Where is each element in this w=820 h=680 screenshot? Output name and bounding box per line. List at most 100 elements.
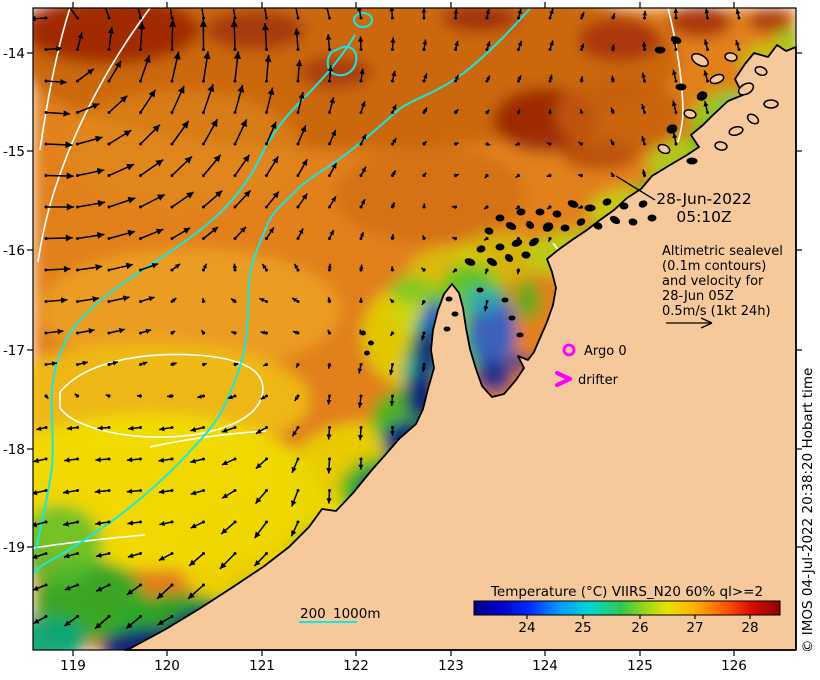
velocity-arrow [233, 51, 241, 83]
velocity-arrow [190, 426, 205, 432]
arrow-head [548, 74, 553, 80]
arrow-head [63, 110, 71, 117]
colorbar-ticks: 24 25 26 27 28 [518, 615, 759, 636]
velocity-arrow [326, 394, 332, 405]
arrow-head [294, 263, 299, 269]
island [560, 224, 570, 232]
velocity-arrow [62, 520, 79, 527]
velocity-arrow [359, 166, 367, 177]
altimetric-note-line4: 28-Jun 05Z [662, 289, 734, 304]
velocity-arrow [548, 74, 553, 83]
island [529, 237, 539, 247]
arrow-head [296, 59, 303, 67]
velocity-arrow [546, 141, 552, 146]
arrow-head [485, 269, 489, 274]
velocity-arrow [44, 110, 71, 117]
island [584, 204, 596, 212]
arrow-head [97, 200, 106, 207]
arrow-head [546, 142, 552, 146]
island [451, 311, 459, 317]
sst-blob [446, 264, 494, 288]
velocity-arrow [44, 141, 73, 149]
velocity-arrow [703, 39, 709, 51]
velocity-arrow [516, 108, 521, 114]
arrow-head [610, 75, 615, 81]
arrow-head [96, 168, 105, 175]
arrow-head [262, 23, 269, 31]
velocity-arrow [327, 297, 332, 303]
velocity-arrow [296, 228, 304, 240]
sst-blob [390, 276, 434, 304]
velocity-arrow [95, 583, 111, 592]
velocity-arrow [260, 330, 268, 335]
arrow-head [96, 586, 103, 592]
arrow-head [357, 368, 363, 374]
colorbar-tick-label: 25 [574, 620, 591, 636]
island [709, 73, 725, 85]
arrow-head [390, 331, 395, 336]
y-tick-label: -18 [3, 442, 25, 458]
x-tick-label: 121 [249, 658, 275, 674]
velocity-arrow [421, 8, 427, 20]
velocity-arrow [325, 34, 332, 51]
arrow-head [105, 394, 111, 399]
velocity-arrow [265, 191, 280, 209]
velocity-arrow [485, 8, 491, 20]
arrow-head [485, 109, 490, 115]
arrow-head [240, 119, 247, 128]
arrow-head [87, 68, 94, 75]
date-leader-line [615, 175, 656, 201]
arrow-head [197, 394, 203, 399]
arrow-shaft [326, 8, 331, 19]
velocity-arrow [76, 232, 105, 240]
colorbar [473, 600, 781, 616]
velocity-arrow [44, 297, 68, 304]
velocity-arrow [157, 615, 174, 626]
arrow-head [358, 36, 364, 42]
arrow-head [421, 367, 426, 372]
velocity-arrow [138, 21, 146, 51]
arrow-head [483, 306, 489, 312]
colorbar-tick-label: 24 [518, 620, 535, 636]
velocity-arrow [577, 173, 583, 178]
arrow-head [735, 40, 740, 46]
arrow-head [484, 205, 489, 209]
velocity-arrow [291, 297, 300, 303]
arrow-head [298, 92, 305, 99]
arrow-head [453, 268, 458, 273]
arrow-head [673, 8, 679, 13]
arrow-head [549, 40, 554, 46]
arrow-head [189, 559, 196, 566]
velocity-arrow [451, 205, 457, 209]
velocity-arrow [390, 266, 395, 272]
arrow-head [549, 8, 554, 14]
velocity-arrow [484, 268, 489, 275]
velocity-arrow [44, 203, 74, 211]
arrow-head [159, 521, 165, 526]
velocity-arrow [483, 300, 489, 312]
velocity-arrow [548, 40, 554, 51]
velocity-arrow [391, 137, 397, 146]
velocity-arrow [170, 297, 177, 303]
bathymetry-isobaths-cyan [33, 8, 532, 574]
arrow-head [64, 457, 70, 463]
velocity-arrow [156, 583, 174, 600]
arrow-head [291, 466, 297, 473]
velocity-arrow [296, 59, 303, 83]
island [443, 326, 451, 332]
arrow-head [201, 330, 206, 335]
velocity-arrow [391, 70, 397, 83]
arrow-head [172, 362, 177, 367]
arrow-head [168, 19, 177, 27]
velocity-arrow [158, 552, 174, 562]
velocity-arrow [389, 298, 395, 304]
velocity-arrow [265, 121, 277, 146]
arrow-head [421, 335, 426, 341]
velocity-arrow [232, 8, 237, 20]
arrow-head [158, 457, 165, 463]
arrow-head [359, 68, 365, 75]
arrow-head [331, 162, 337, 169]
arrow-head [329, 229, 334, 236]
arrow-head [611, 172, 615, 177]
sst-blob [475, 359, 513, 393]
